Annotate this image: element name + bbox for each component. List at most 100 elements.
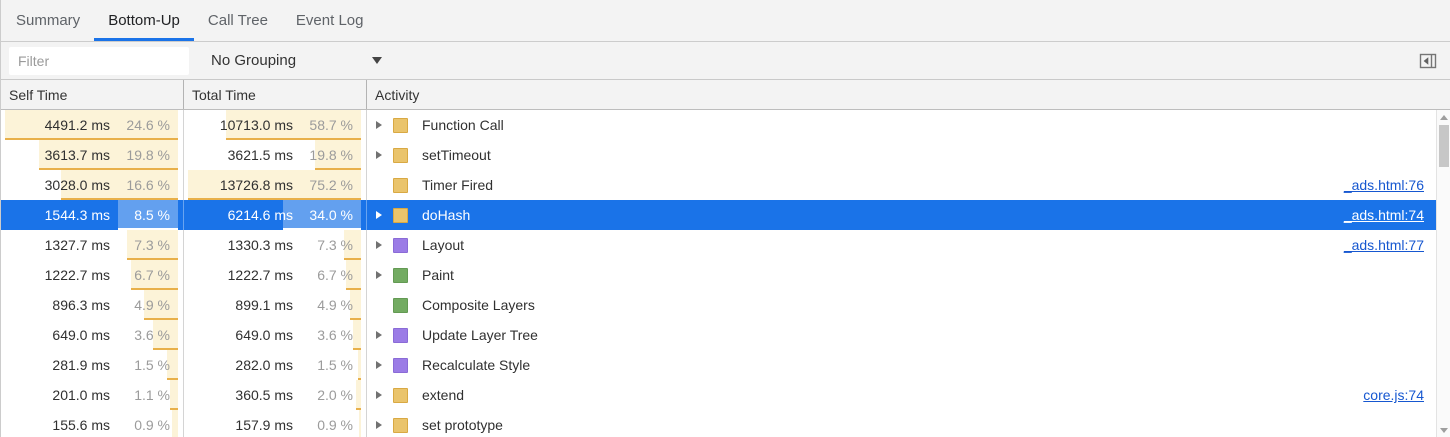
table-row[interactable]: 281.9 ms 1.5 % 282.0 ms 1.5 % Recalculat… (1, 350, 1436, 380)
category-color-icon (393, 327, 408, 343)
self-time-bar (61, 170, 178, 200)
self-time-value: 281.9 ms (52, 357, 110, 373)
self-time-percent: 3.6 % (134, 327, 170, 343)
activity-label: Timer Fired (422, 177, 494, 193)
grid-header-row: Self Time Total Time Activity (1, 80, 1450, 110)
activity-label: Composite Layers (422, 297, 535, 313)
activity-cell: Paint (367, 260, 1436, 290)
self-time-percent: 19.8 % (126, 147, 170, 163)
table-row[interactable]: 4491.2 ms 24.6 % 10713.0 ms 58.7 % Funct… (1, 110, 1436, 140)
table-row[interactable]: 3613.7 ms 19.8 % 3621.5 ms 19.8 % setTim… (1, 140, 1436, 170)
activity-cell: Composite Layers (367, 290, 1436, 320)
tab-summary[interactable]: Summary (16, 12, 81, 29)
self-time-bar (167, 350, 178, 380)
source-location-link[interactable]: _ads.html:74 (1343, 207, 1424, 223)
self-time-value: 1222.7 ms (44, 267, 110, 283)
scrollbar-track[interactable] (1437, 124, 1450, 423)
tab-call-tree[interactable]: Call Tree (207, 12, 268, 29)
activity-label: set prototype (422, 417, 503, 433)
self-time-value: 896.3 ms (52, 297, 110, 313)
activity-label: Recalculate Style (422, 357, 531, 373)
self-time-percent: 1.5 % (134, 357, 170, 373)
column-header-self-time[interactable]: Self Time (1, 80, 184, 109)
self-time-bar (170, 380, 178, 410)
expand-arrow-icon[interactable] (373, 331, 385, 339)
table-row[interactable]: 649.0 ms 3.6 % 649.0 ms 3.6 % Update Lay… (1, 320, 1436, 350)
self-time-percent: 8.5 % (134, 207, 170, 223)
expand-arrow-icon[interactable] (373, 211, 385, 219)
self-time-percent: 1.1 % (134, 387, 170, 403)
total-time-bar (356, 380, 361, 410)
scroll-down-arrow[interactable] (1437, 423, 1450, 437)
activity-cell: Layout _ads.html:77 (367, 230, 1436, 260)
self-time-cell: 896.3 ms 4.9 % (1, 290, 184, 320)
self-time-cell: 3028.0 ms 16.6 % (1, 170, 184, 200)
tab-bottom-up[interactable]: Bottom-Up (94, 0, 194, 41)
scrollbar-thumb[interactable] (1438, 125, 1449, 167)
expand-arrow-icon[interactable] (373, 391, 385, 399)
table-row[interactable]: 3028.0 ms 16.6 % 13726.8 ms 75.2 % Timer… (1, 170, 1436, 200)
activity-cell: Timer Fired _ads.html:76 (367, 170, 1436, 200)
expand-arrow-icon[interactable] (373, 421, 385, 429)
filter-input[interactable] (9, 46, 189, 75)
column-header-activity[interactable]: Activity (375, 86, 420, 103)
self-time-bar (118, 200, 178, 230)
total-time-bar (282, 200, 361, 230)
source-location-link[interactable]: _ads.html:76 (1343, 177, 1424, 193)
total-time-value: 1222.7 ms (227, 267, 293, 283)
self-time-percent: 24.6 % (126, 117, 170, 133)
self-time-cell: 3613.7 ms 19.8 % (1, 140, 184, 170)
source-location-link[interactable]: core.js:74 (1363, 387, 1424, 403)
self-time-cell: 4491.2 ms 24.6 % (1, 110, 184, 140)
table-row[interactable]: 1327.7 ms 7.3 % 1330.3 ms 7.3 % Layout _… (1, 230, 1436, 260)
panel-tabbar: Summary Bottom-Up Call Tree Event Log (1, 0, 1450, 42)
expand-arrow-icon[interactable] (373, 151, 385, 159)
activity-label: Paint (422, 267, 454, 283)
table-row[interactable]: 1222.7 ms 6.7 % 1222.7 ms 6.7 % Paint (1, 260, 1436, 290)
show-sidebar-icon (1419, 53, 1437, 68)
source-location-link[interactable]: _ads.html:77 (1343, 237, 1424, 253)
vertical-scrollbar[interactable] (1436, 110, 1450, 437)
table-row[interactable]: 155.6 ms 0.9 % 157.9 ms 0.9 % set protot… (1, 410, 1436, 437)
total-time-percent: 19.8 % (309, 147, 353, 163)
category-color-icon (393, 177, 408, 193)
grouping-dropdown[interactable]: No Grouping (196, 47, 392, 75)
total-time-value: 360.5 ms (235, 387, 293, 403)
total-time-percent: 75.2 % (309, 177, 353, 193)
total-time-value: 1330.3 ms (227, 237, 293, 253)
self-time-cell: 1544.3 ms 8.5 % (1, 200, 184, 230)
table-row[interactable]: 201.0 ms 1.1 % 360.5 ms 2.0 % extend cor… (1, 380, 1436, 410)
self-time-cell: 649.0 ms 3.6 % (1, 320, 184, 350)
self-time-cell: 1327.7 ms 7.3 % (1, 230, 184, 260)
expand-arrow-icon[interactable] (373, 241, 385, 249)
self-time-bar (38, 140, 178, 170)
total-time-bar (344, 230, 361, 260)
grid-body: 4491.2 ms 24.6 % 10713.0 ms 58.7 % Funct… (1, 110, 1450, 437)
total-time-percent: 3.6 % (317, 327, 353, 343)
total-time-bar (352, 320, 361, 350)
table-row[interactable]: 1544.3 ms 8.5 % 6214.6 ms 34.0 % doHash … (1, 200, 1436, 230)
total-time-value: 10713.0 ms (219, 117, 293, 133)
grouping-selected-label: No Grouping (211, 52, 297, 69)
scroll-up-arrow[interactable] (1437, 110, 1450, 124)
self-time-percent: 7.3 % (134, 237, 170, 253)
total-time-value: 157.9 ms (235, 417, 293, 433)
self-time-bar (130, 260, 178, 290)
expand-arrow-icon[interactable] (373, 271, 385, 279)
column-header-total-time[interactable]: Total Time (184, 80, 367, 109)
self-time-value: 4491.2 ms (44, 117, 110, 133)
table-row[interactable]: 896.3 ms 4.9 % 899.1 ms 4.9 % Composite … (1, 290, 1436, 320)
self-time-bar (5, 110, 178, 140)
expand-arrow-icon[interactable] (373, 361, 385, 369)
total-time-cell: 157.9 ms 0.9 % (184, 410, 367, 437)
total-time-cell: 1330.3 ms 7.3 % (184, 230, 367, 260)
expand-arrow-icon[interactable] (373, 121, 385, 129)
total-time-cell: 6214.6 ms 34.0 % (184, 200, 367, 230)
category-color-icon (393, 237, 408, 253)
tab-event-log[interactable]: Event Log (295, 12, 364, 29)
show-sidebar-button[interactable] (1415, 48, 1441, 74)
self-time-bar (126, 230, 178, 260)
total-time-value: 3621.5 ms (227, 147, 293, 163)
total-time-cell: 899.1 ms 4.9 % (184, 290, 367, 320)
